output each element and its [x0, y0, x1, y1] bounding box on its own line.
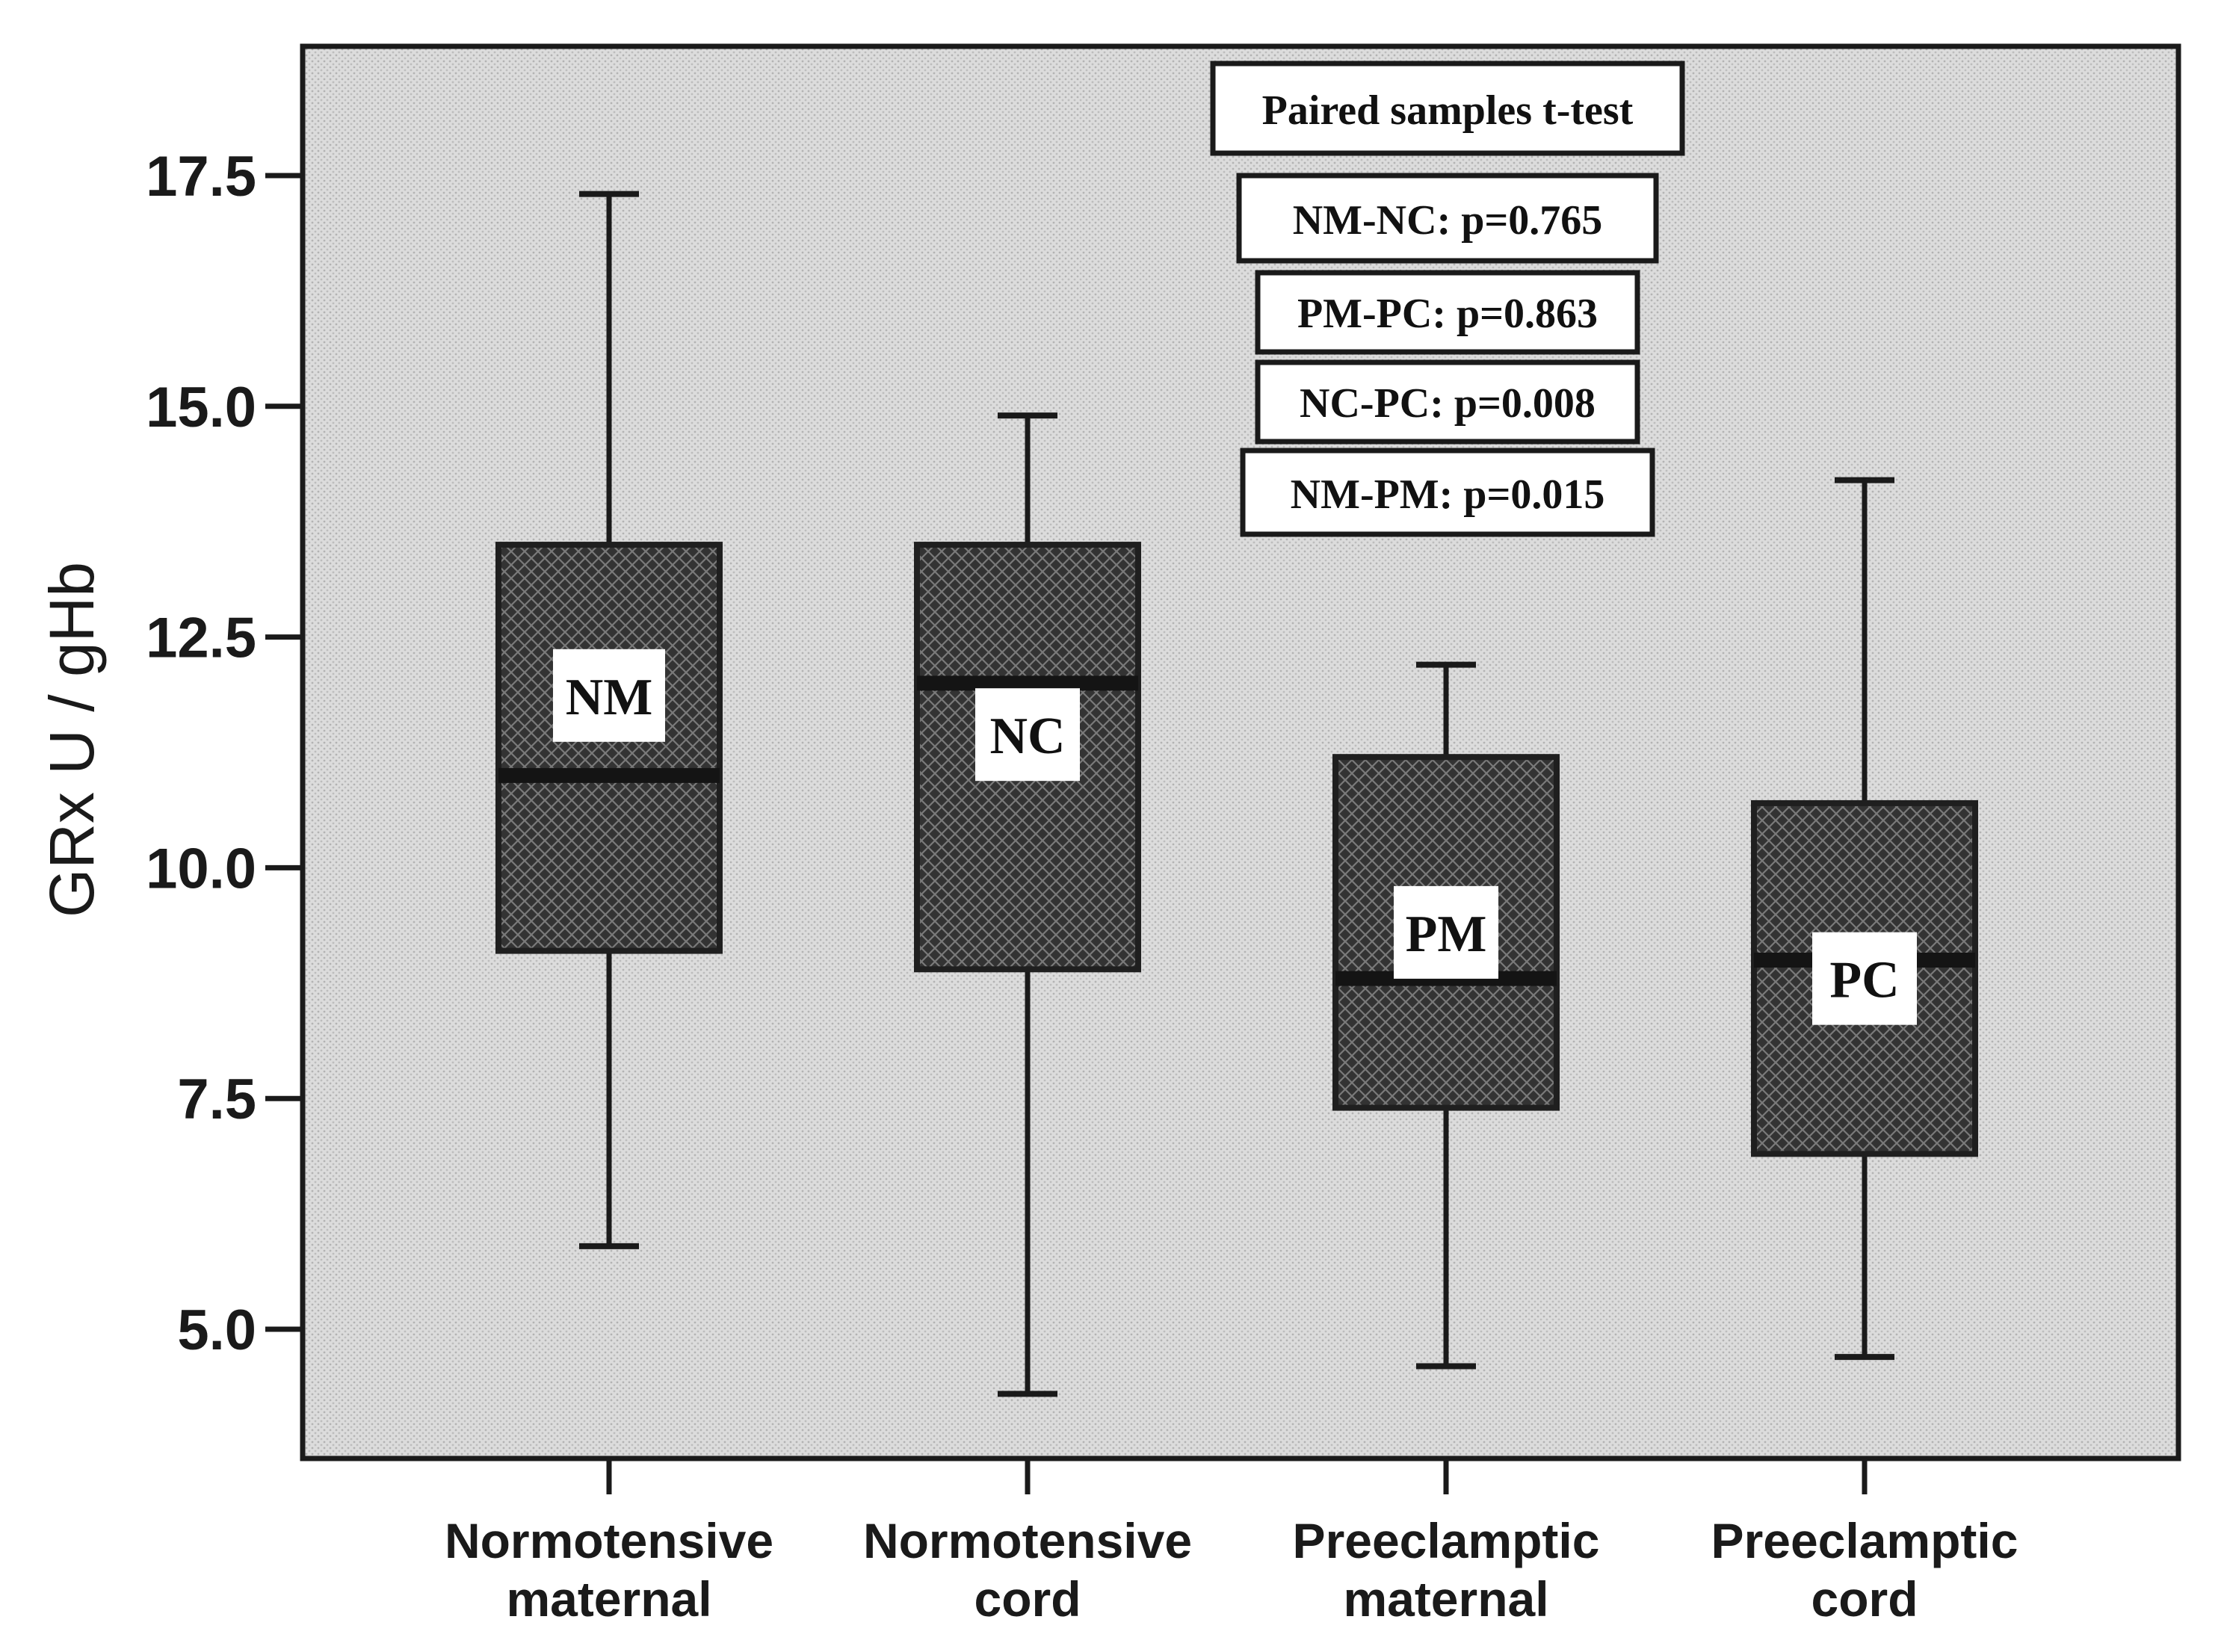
- annotation-title: Paired samples t-test: [1262, 87, 1634, 134]
- box-nc: NC: [914, 412, 1141, 1397]
- y-tick-label: 12.5: [146, 607, 256, 670]
- x-category-label: cord: [974, 1571, 1081, 1627]
- box-nm: NM: [495, 191, 723, 1249]
- x-category-label: Normotensive: [445, 1513, 773, 1568]
- y-tick-label: 17.5: [146, 145, 256, 208]
- annotation-line-3: NC-PC: p=0.008: [1300, 380, 1596, 427]
- x-category-label: maternal: [1343, 1571, 1548, 1627]
- y-axis-title: GRx U / gHb: [37, 562, 107, 918]
- x-category-label: Preeclamptic: [1293, 1513, 1600, 1568]
- box-label-background: [1812, 932, 1917, 1025]
- y-tick-label: 15.0: [146, 376, 256, 439]
- box-pc: PC: [1751, 477, 1978, 1361]
- y-tick-label: 5.0: [177, 1299, 256, 1362]
- box-label-background: [1394, 885, 1498, 979]
- annotation-line-box-1: [1236, 173, 1659, 264]
- box-series: NM NC PM PC: [495, 191, 1978, 1397]
- x-category-label: cord: [1811, 1571, 1918, 1627]
- annotation-title-box: [1210, 61, 1685, 156]
- box-body: [1751, 799, 1978, 1157]
- box-label: NC: [989, 708, 1065, 765]
- annotation-line-box-3: [1255, 359, 1640, 445]
- annotation-line-box-4: [1240, 448, 1655, 537]
- box-label-background: [553, 649, 665, 742]
- box-label-background: [975, 688, 1080, 782]
- box-pm: PM: [1332, 661, 1560, 1370]
- y-axis: 5.0 7.5 10.0 12.5 15.0 17.5: [146, 145, 303, 1362]
- box-body: [495, 542, 723, 954]
- y-tick-label: 10.0: [146, 837, 256, 900]
- annotation-line-4: NM-PM: p=0.015: [1291, 471, 1605, 518]
- annotation-line-box-2: [1255, 270, 1640, 355]
- annotation-line-1: NM-NC: p=0.765: [1293, 197, 1603, 244]
- t-test-annotation: Paired samples t-test NM-NC: p=0.765 PM-…: [1210, 61, 1685, 537]
- box-label: NM: [566, 669, 653, 726]
- x-category-label: maternal: [506, 1571, 711, 1627]
- box-label: PM: [1406, 906, 1487, 963]
- x-axis: NormotensivematernalNormotensivecordPree…: [445, 1458, 2018, 1627]
- x-category-label: Preeclamptic: [1711, 1513, 2018, 1568]
- x-category-label: Normotensive: [863, 1513, 1192, 1568]
- y-tick-label: 7.5: [177, 1068, 256, 1131]
- annotation-line-2: PM-PC: p=0.863: [1297, 291, 1598, 337]
- box-label: PC: [1829, 952, 1899, 1009]
